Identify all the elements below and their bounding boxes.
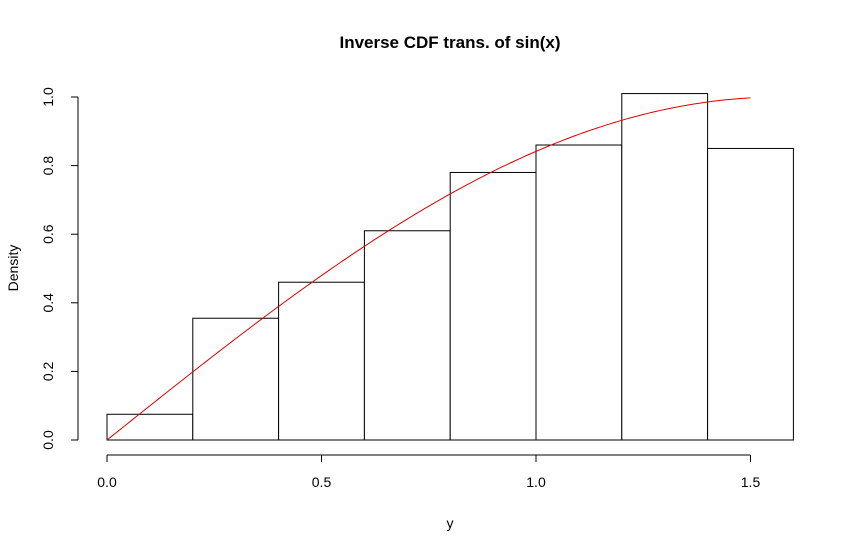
histogram-bar-4: [363, 230, 451, 441]
y-tick-label-4: 0.6: [40, 224, 56, 244]
histogram-bars: [106, 93, 794, 441]
histogram-bar-5: [449, 171, 537, 441]
x-axis-label: y: [447, 515, 454, 531]
x-axis: 0.0 0.5 1.0 1.5: [97, 454, 761, 490]
y-tick-label-1: 0.0: [40, 430, 56, 450]
histogram-bar-8: [707, 147, 794, 441]
density-curve: [106, 97, 751, 441]
y-axis: 0.0 0.2 0.4 0.6 0.8 1.0: [40, 87, 79, 450]
histogram-bar-1: [106, 413, 194, 441]
x-tick-label-2: 0.5: [312, 474, 332, 490]
y-tick-label-5: 0.8: [40, 156, 56, 176]
y-tick-label-2: 0.2: [40, 361, 56, 381]
density-curve-layer: [106, 97, 751, 441]
y-axis-label: Density: [5, 245, 21, 292]
chart-title: Inverse CDF trans. of sin(x): [339, 33, 560, 52]
histogram-bar-2: [192, 317, 280, 441]
histogram-bar-3: [278, 281, 365, 441]
y-tick-label-3: 0.4: [40, 293, 56, 313]
x-tick-label-1: 0.0: [97, 474, 117, 490]
y-tick-label-6: 1.0: [40, 87, 56, 107]
histogram-bar-7: [621, 93, 709, 441]
x-tick-label-3: 1.0: [526, 474, 546, 490]
x-tick-label-4: 1.5: [741, 474, 761, 490]
histogram-bar-6: [535, 144, 623, 441]
